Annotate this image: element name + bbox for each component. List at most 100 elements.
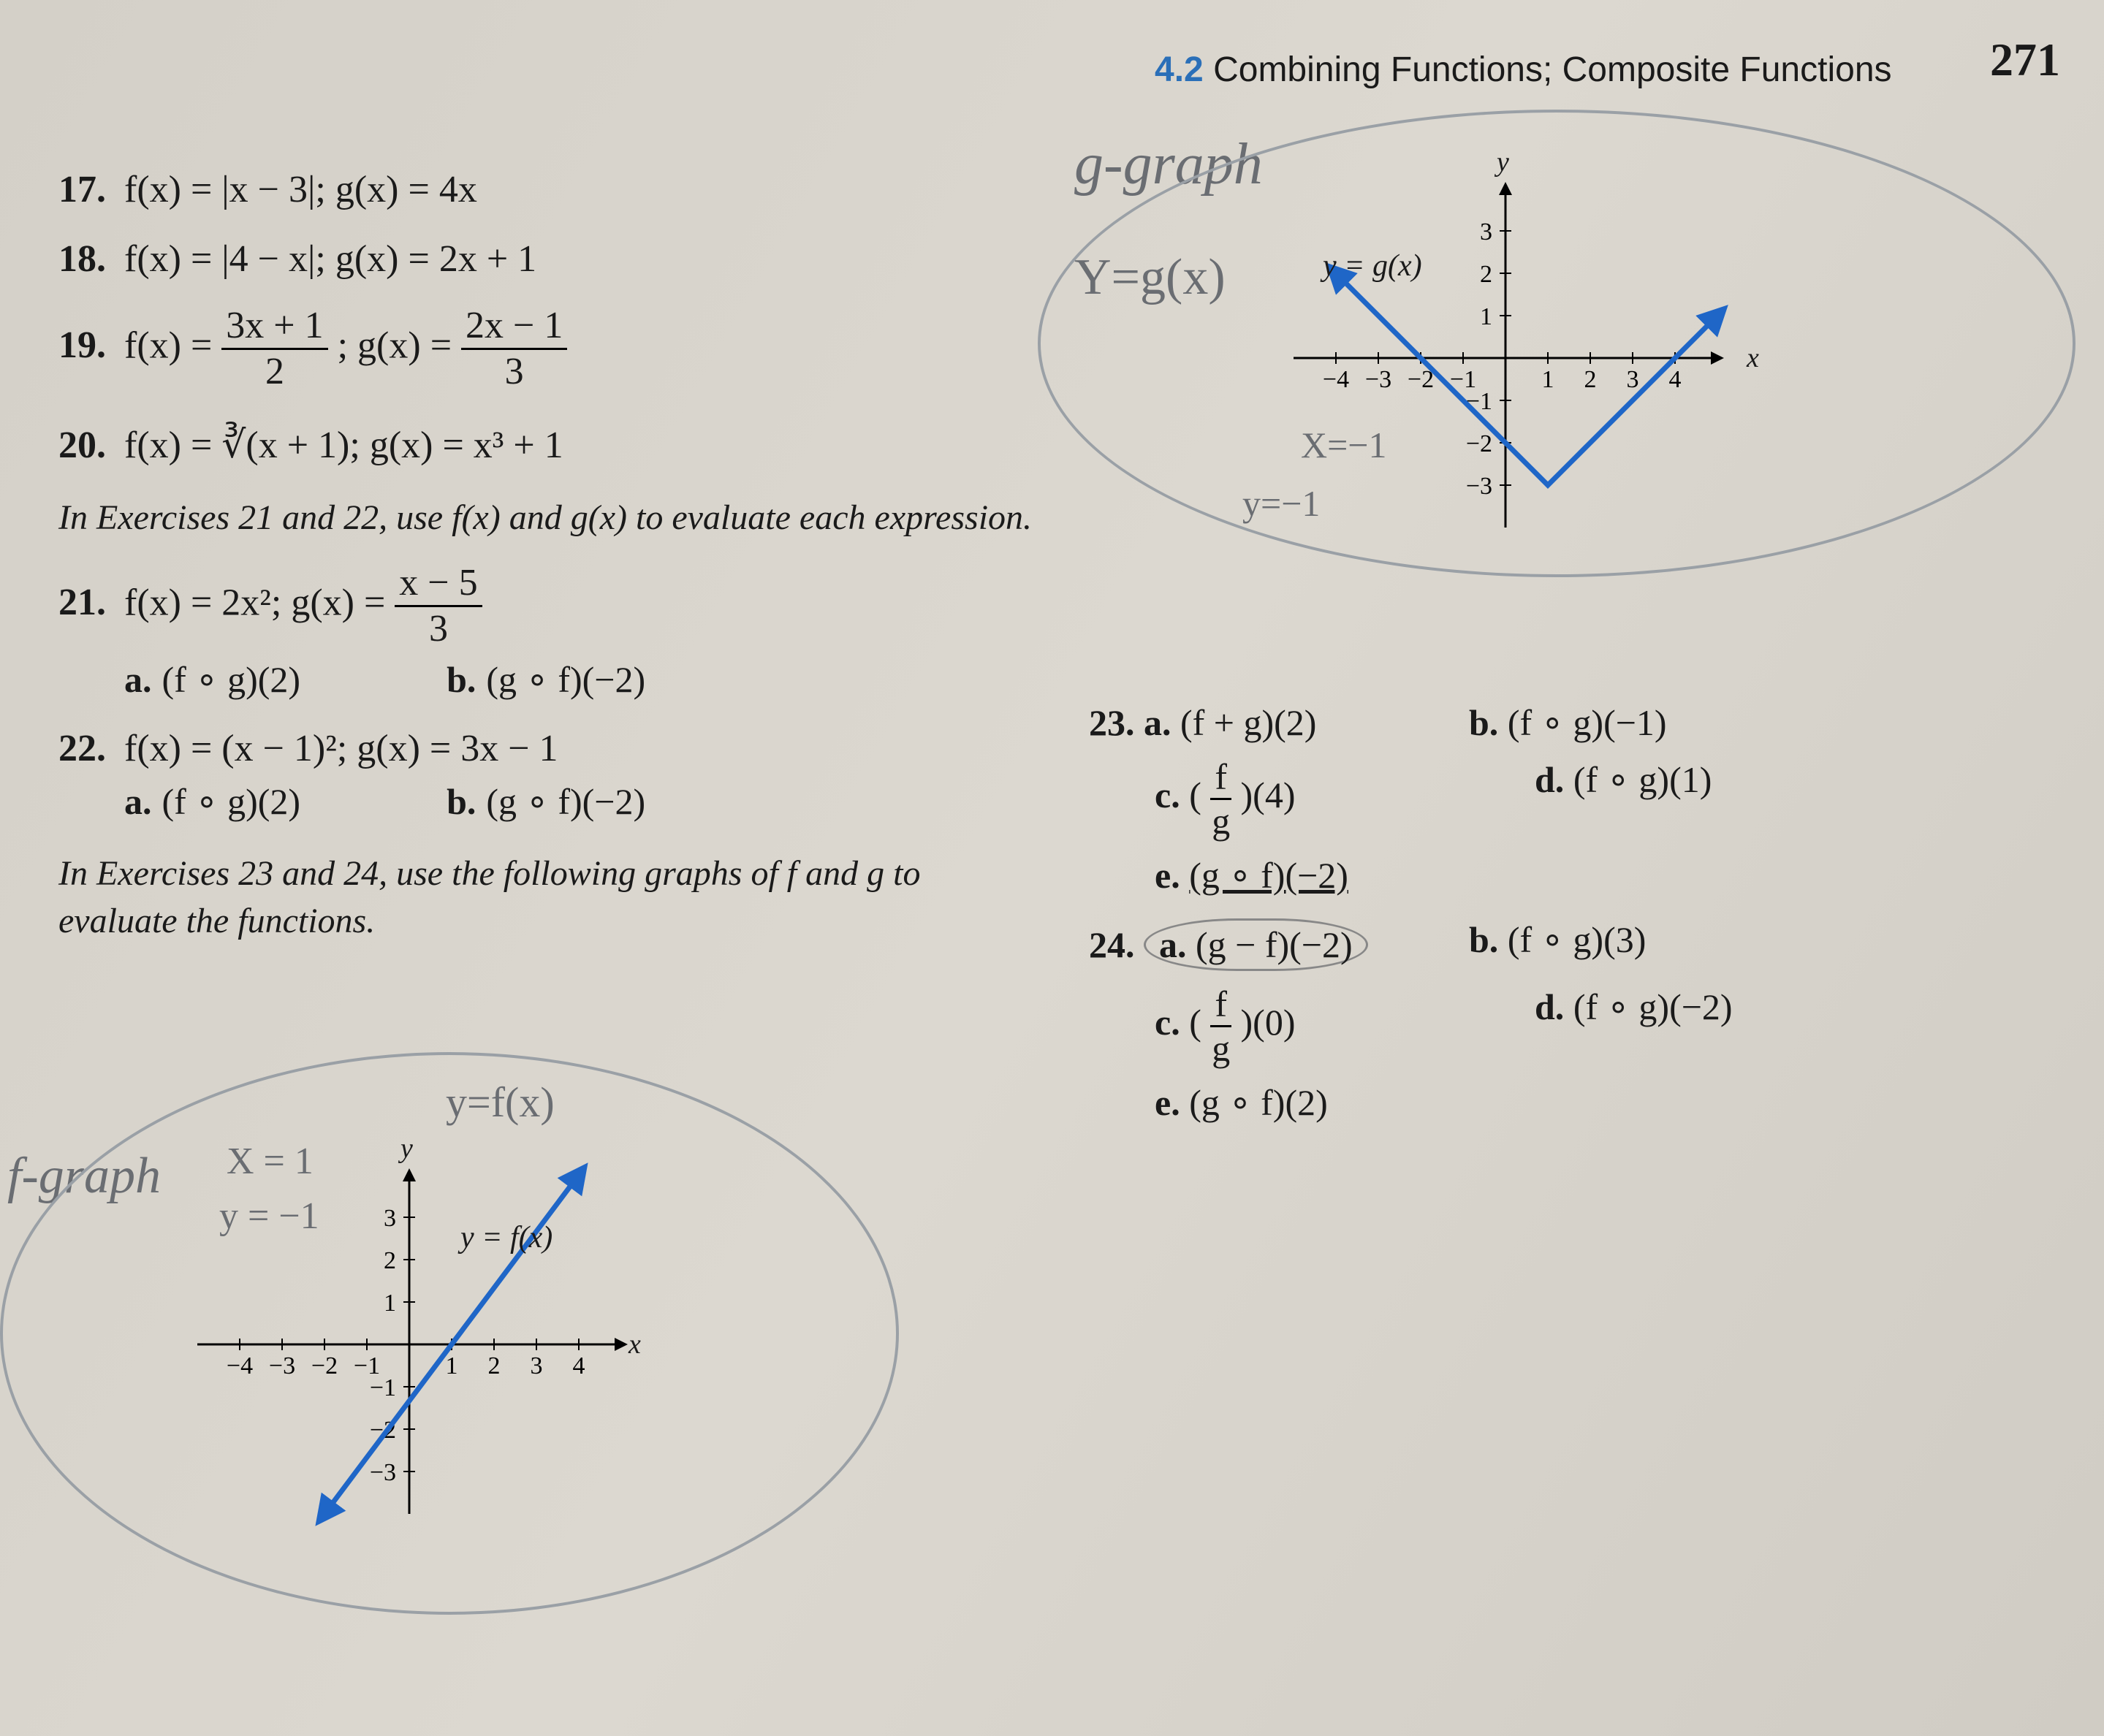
graph-g-func-label: y = g(x) bbox=[1323, 248, 1422, 283]
svg-text:1: 1 bbox=[1542, 366, 1554, 393]
sub-text: (g ∘ f)(−2) bbox=[486, 781, 645, 822]
ex-num: 22. bbox=[58, 728, 106, 769]
exercise-19: 19. f(x) = 3x + 1 2 ; g(x) = 2x − 1 3 bbox=[58, 307, 1045, 391]
svg-text:2: 2 bbox=[488, 1352, 501, 1379]
ex-num: 17. bbox=[58, 169, 106, 210]
section-title: 4.2 Combining Functions; Composite Funct… bbox=[1155, 50, 1892, 90]
sub-text: ( bbox=[1189, 1002, 1201, 1043]
ex-text: f(x) = |4 − x|; g(x) = 2x + 1 bbox=[124, 238, 536, 280]
svg-text:1: 1 bbox=[446, 1352, 458, 1379]
ex-num: 24. bbox=[1089, 924, 1135, 965]
svg-text:1: 1 bbox=[384, 1290, 396, 1317]
frac-top: x − 5 bbox=[395, 564, 482, 607]
svg-text:4: 4 bbox=[573, 1352, 585, 1379]
sub-text: (f ∘ g)(−2) bbox=[1573, 986, 1733, 1027]
x-axis-label: x bbox=[628, 1328, 641, 1360]
ex-text: f(x) = (x − 1)²; g(x) = 3x − 1 bbox=[124, 728, 558, 769]
left-column: 17. f(x) = |x − 3|; g(x) = 4x 18. f(x) =… bbox=[58, 168, 1045, 967]
sub-label: b. bbox=[1469, 919, 1498, 960]
sub-text: (g ∘ f)(2) bbox=[1189, 1082, 1328, 1123]
frac-bot: 2 bbox=[221, 350, 327, 391]
exercise-17: 17. f(x) = |x − 3|; g(x) = 4x bbox=[58, 168, 1045, 211]
svg-text:3: 3 bbox=[1480, 218, 1492, 245]
svg-text:−4: −4 bbox=[227, 1352, 253, 1379]
ex-text: f(x) = ∛(x + 1); g(x) = x³ + 1 bbox=[124, 425, 563, 466]
fraction: x − 5 3 bbox=[395, 564, 482, 648]
ex-text: f(x) = bbox=[124, 324, 221, 366]
instruction-1: In Exercises 21 and 22, use f(x) and g(x… bbox=[58, 495, 1045, 542]
svg-text:−4: −4 bbox=[1323, 366, 1349, 393]
graph-f: −4−3−2−11234−3−2−1123 x y y = f(x) bbox=[197, 1140, 650, 1549]
sub-text: (f ∘ g)(3) bbox=[1508, 919, 1647, 960]
svg-text:3: 3 bbox=[384, 1205, 396, 1232]
ex-num: 21. bbox=[58, 582, 106, 623]
svg-text:−2: −2 bbox=[1466, 430, 1492, 457]
svg-text:2: 2 bbox=[1584, 366, 1597, 393]
frac-bot: g bbox=[1210, 1027, 1231, 1067]
sub-text-underlined: (g ∘ f)(−2) bbox=[1189, 855, 1348, 896]
frac-bot: 3 bbox=[461, 350, 567, 391]
ex-num: 23. bbox=[1089, 702, 1135, 743]
sub-label: a. bbox=[1144, 702, 1171, 743]
ex-num: 18. bbox=[58, 238, 106, 280]
frac-top: f bbox=[1210, 986, 1231, 1027]
svg-text:3: 3 bbox=[531, 1352, 543, 1379]
frac-top: f bbox=[1210, 758, 1231, 800]
graph-f-svg: −4−3−2−11234−3−2−1123 bbox=[197, 1140, 650, 1549]
sub-text: (f ∘ g)(2) bbox=[162, 781, 301, 822]
exercise-18: 18. f(x) = |4 − x|; g(x) = 2x + 1 bbox=[58, 237, 1045, 281]
fraction: 3x + 1 2 bbox=[221, 307, 327, 391]
page-number: 271 bbox=[1990, 33, 2060, 87]
ex-text: f(x) = |x − 3|; g(x) = 4x bbox=[124, 169, 477, 210]
svg-text:−1: −1 bbox=[1466, 388, 1492, 415]
sub-label: c. bbox=[1155, 1002, 1180, 1043]
circled-answer: a. (g − f)(−2) bbox=[1144, 918, 1368, 971]
fraction: fg bbox=[1210, 758, 1231, 840]
sub-label: a. bbox=[124, 781, 152, 822]
sub-text: (f ∘ g)(1) bbox=[1573, 759, 1712, 800]
exercise-21: 21. f(x) = 2x²; g(x) = x − 5 3 a.(f ∘ g)… bbox=[58, 564, 1045, 701]
sub-label: b. bbox=[447, 659, 476, 700]
sub-label: a. bbox=[1159, 924, 1187, 965]
y-axis-label: y bbox=[400, 1132, 413, 1165]
svg-text:−3: −3 bbox=[1365, 366, 1391, 393]
svg-text:4: 4 bbox=[1669, 366, 1682, 393]
frac-bot: 3 bbox=[395, 607, 482, 648]
right-column: 23. a. (f + g)(2) b. (f ∘ g)(−1) c. ( fg… bbox=[1089, 701, 2054, 1138]
svg-text:1: 1 bbox=[1480, 303, 1492, 330]
exercise-22: 22. f(x) = (x − 1)²; g(x) = 3x − 1 a.(f … bbox=[58, 727, 1045, 823]
svg-text:−3: −3 bbox=[1466, 473, 1492, 500]
sub-label: d. bbox=[1535, 986, 1564, 1027]
graph-g-svg: −4−3−2−11234−3−2−1123 bbox=[1279, 153, 1776, 563]
section-number: 4.2 bbox=[1155, 50, 1204, 89]
svg-text:−2: −2 bbox=[311, 1352, 338, 1379]
sub-text: )(4) bbox=[1241, 774, 1296, 815]
ex-num: 19. bbox=[58, 324, 106, 366]
ex-num: 20. bbox=[58, 425, 106, 466]
frac-top: 2x − 1 bbox=[461, 307, 567, 350]
sub-text: (f ∘ g)(2) bbox=[162, 659, 301, 700]
sub-label: b. bbox=[447, 781, 476, 822]
fraction: fg bbox=[1210, 986, 1231, 1067]
sub-parts: a.(f ∘ g)(2) b.(g ∘ f)(−2) bbox=[124, 780, 1045, 823]
y-axis-label: y bbox=[1497, 146, 1509, 178]
sub-label: e. bbox=[1155, 855, 1180, 896]
sub-text: (f ∘ g)(−1) bbox=[1508, 702, 1667, 743]
svg-text:−1: −1 bbox=[370, 1374, 396, 1401]
sub-label: d. bbox=[1535, 759, 1564, 800]
ex-text: f(x) = 2x²; g(x) = bbox=[124, 582, 395, 623]
sub-label: a. bbox=[124, 659, 152, 700]
section-name: Combining Functions; Composite Functions bbox=[1213, 50, 1891, 89]
sub-text: (g − f)(−2) bbox=[1196, 924, 1353, 965]
exercise-24: 24. a. (g − f)(−2) b. (f ∘ g)(3) c. ( fg… bbox=[1089, 918, 2054, 1124]
sub-label: c. bbox=[1155, 774, 1180, 815]
sub-parts: a.(f ∘ g)(2) b.(g ∘ f)(−2) bbox=[124, 658, 1045, 701]
fraction: 2x − 1 3 bbox=[461, 307, 567, 391]
svg-text:2: 2 bbox=[384, 1247, 396, 1274]
sub-text: )(0) bbox=[1241, 1002, 1296, 1043]
frac-top: 3x + 1 bbox=[221, 307, 327, 350]
graph-f-func-label: y = f(x) bbox=[460, 1220, 552, 1255]
svg-text:3: 3 bbox=[1627, 366, 1639, 393]
svg-text:2: 2 bbox=[1480, 261, 1492, 288]
graph-g: −4−3−2−11234−3−2−1123 x y y = g(x) bbox=[1279, 153, 1776, 563]
